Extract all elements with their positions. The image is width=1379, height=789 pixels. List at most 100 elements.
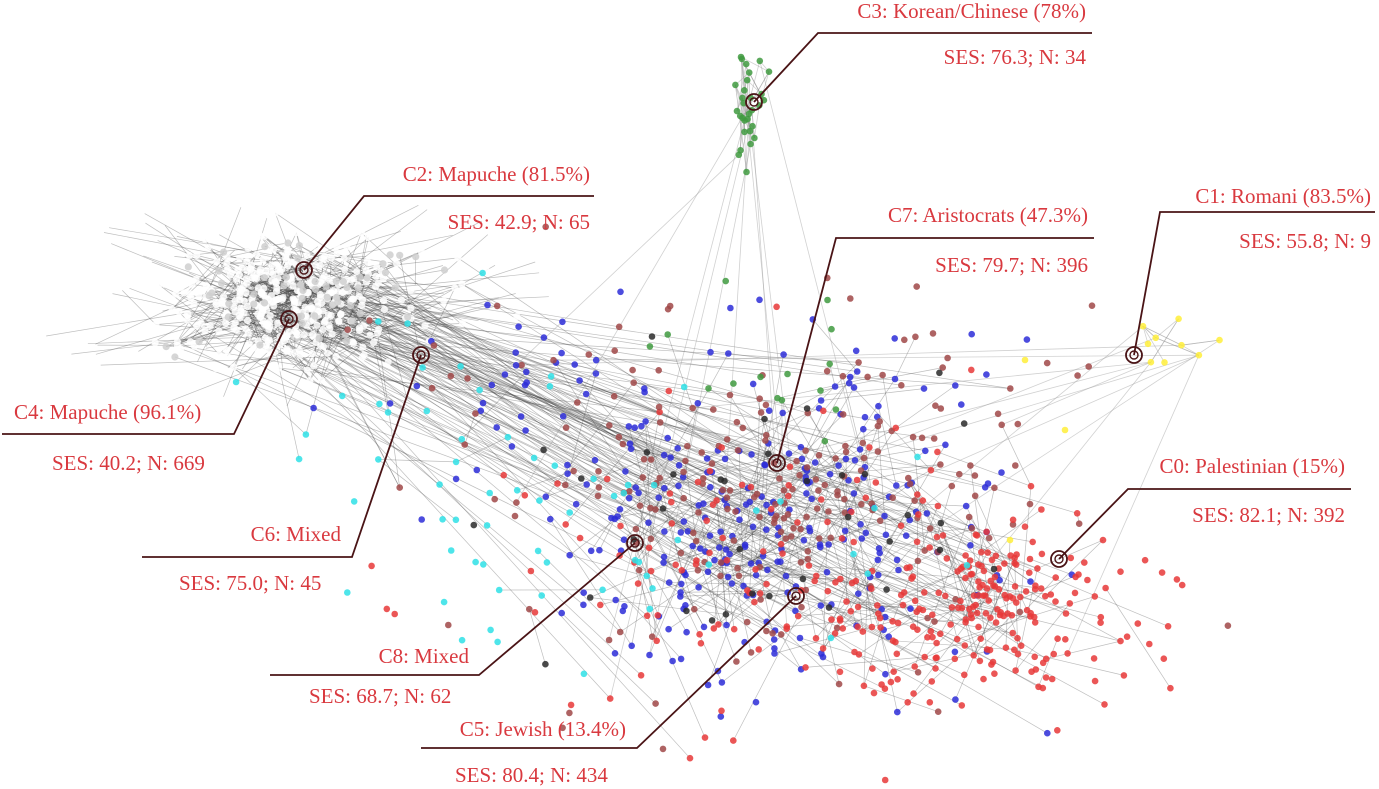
centroid-marker-c8	[626, 534, 644, 552]
network-node	[942, 592, 949, 600]
network-node	[193, 251, 201, 259]
network-node	[231, 297, 239, 305]
network-node	[816, 541, 824, 548]
leader-line-c1	[1133, 211, 1375, 356]
network-node	[559, 724, 566, 732]
network-node	[871, 504, 878, 512]
network-node	[1054, 727, 1061, 734]
network-node	[483, 522, 491, 529]
network-node	[828, 325, 835, 333]
network-node	[215, 267, 223, 275]
centroid-marker-c6	[412, 346, 430, 364]
network-node	[864, 373, 871, 381]
network-node	[1088, 302, 1096, 310]
network-node	[321, 252, 329, 260]
network-node	[324, 349, 332, 357]
network-node	[275, 364, 283, 372]
network-node	[835, 680, 843, 688]
network-node	[764, 566, 771, 574]
network-node	[848, 508, 855, 516]
annotation-c0: C0: Palestinian (15%) SES: 82.1; N: 392	[1050, 454, 1351, 568]
network-node	[921, 589, 928, 596]
network-node	[611, 515, 619, 523]
network-node	[494, 638, 501, 646]
network-node	[674, 445, 681, 452]
network-node	[901, 336, 908, 344]
network-node	[700, 623, 708, 631]
network-node	[580, 670, 588, 678]
network-node	[217, 279, 226, 287]
network-node	[1011, 583, 1019, 590]
network-node	[788, 533, 795, 540]
network-node	[874, 448, 882, 455]
network-node	[975, 561, 982, 568]
network-node	[821, 481, 829, 489]
network-node	[700, 475, 707, 482]
network-node	[665, 579, 673, 586]
network-node	[328, 289, 336, 297]
network-node	[346, 302, 355, 310]
network-node	[615, 323, 623, 331]
network-node	[730, 537, 738, 544]
centroid-marker-c0	[1050, 550, 1068, 568]
network-node	[678, 580, 685, 588]
network-node	[765, 68, 773, 75]
network-node	[578, 475, 585, 482]
network-node	[785, 450, 793, 457]
network-node	[710, 625, 718, 632]
network-node	[1038, 550, 1046, 558]
network-node	[256, 268, 264, 276]
network-node	[531, 609, 539, 616]
network-node	[782, 535, 790, 542]
network-node	[1017, 593, 1024, 601]
network-node	[386, 400, 394, 407]
network-node	[357, 229, 365, 237]
network-node	[366, 331, 374, 339]
network-node	[669, 657, 676, 665]
network-node	[551, 462, 559, 470]
network-node	[751, 493, 758, 501]
network-node	[284, 248, 292, 256]
network-node	[741, 541, 749, 549]
network-node	[515, 323, 522, 331]
network-node	[735, 572, 743, 580]
network-node	[559, 413, 567, 420]
network-node	[680, 518, 688, 525]
network-node	[576, 377, 583, 384]
network-node	[761, 462, 769, 469]
network-node	[695, 509, 702, 516]
network-node	[386, 251, 394, 259]
network-node	[620, 489, 628, 497]
network-node	[508, 443, 516, 450]
network-node	[894, 708, 901, 716]
network-node	[1026, 569, 1033, 576]
network-node	[948, 482, 956, 490]
network-node	[451, 284, 459, 292]
network-node	[655, 403, 663, 411]
network-node	[847, 295, 854, 302]
network-node	[701, 734, 709, 741]
network-node	[635, 566, 643, 574]
network-node	[909, 433, 917, 441]
network-node	[204, 243, 212, 251]
network-node	[715, 621, 722, 628]
network-node	[850, 538, 857, 546]
network-node	[812, 476, 820, 483]
network-node	[235, 271, 243, 279]
network-node	[317, 376, 325, 384]
network-node	[767, 505, 775, 513]
network-node	[742, 60, 750, 68]
network-node	[570, 467, 577, 475]
network-node	[260, 274, 268, 282]
network-node	[202, 282, 210, 290]
network-node	[918, 434, 926, 442]
network-node	[764, 450, 772, 458]
network-node	[797, 525, 804, 533]
network-node	[1073, 510, 1081, 517]
annotation-c6: C6: Mixed SES: 75.0; N: 45	[142, 346, 430, 595]
network-node	[706, 467, 714, 475]
network-node	[193, 322, 201, 330]
network-node	[755, 646, 762, 653]
network-node	[1014, 650, 1022, 658]
network-node	[1027, 578, 1034, 585]
